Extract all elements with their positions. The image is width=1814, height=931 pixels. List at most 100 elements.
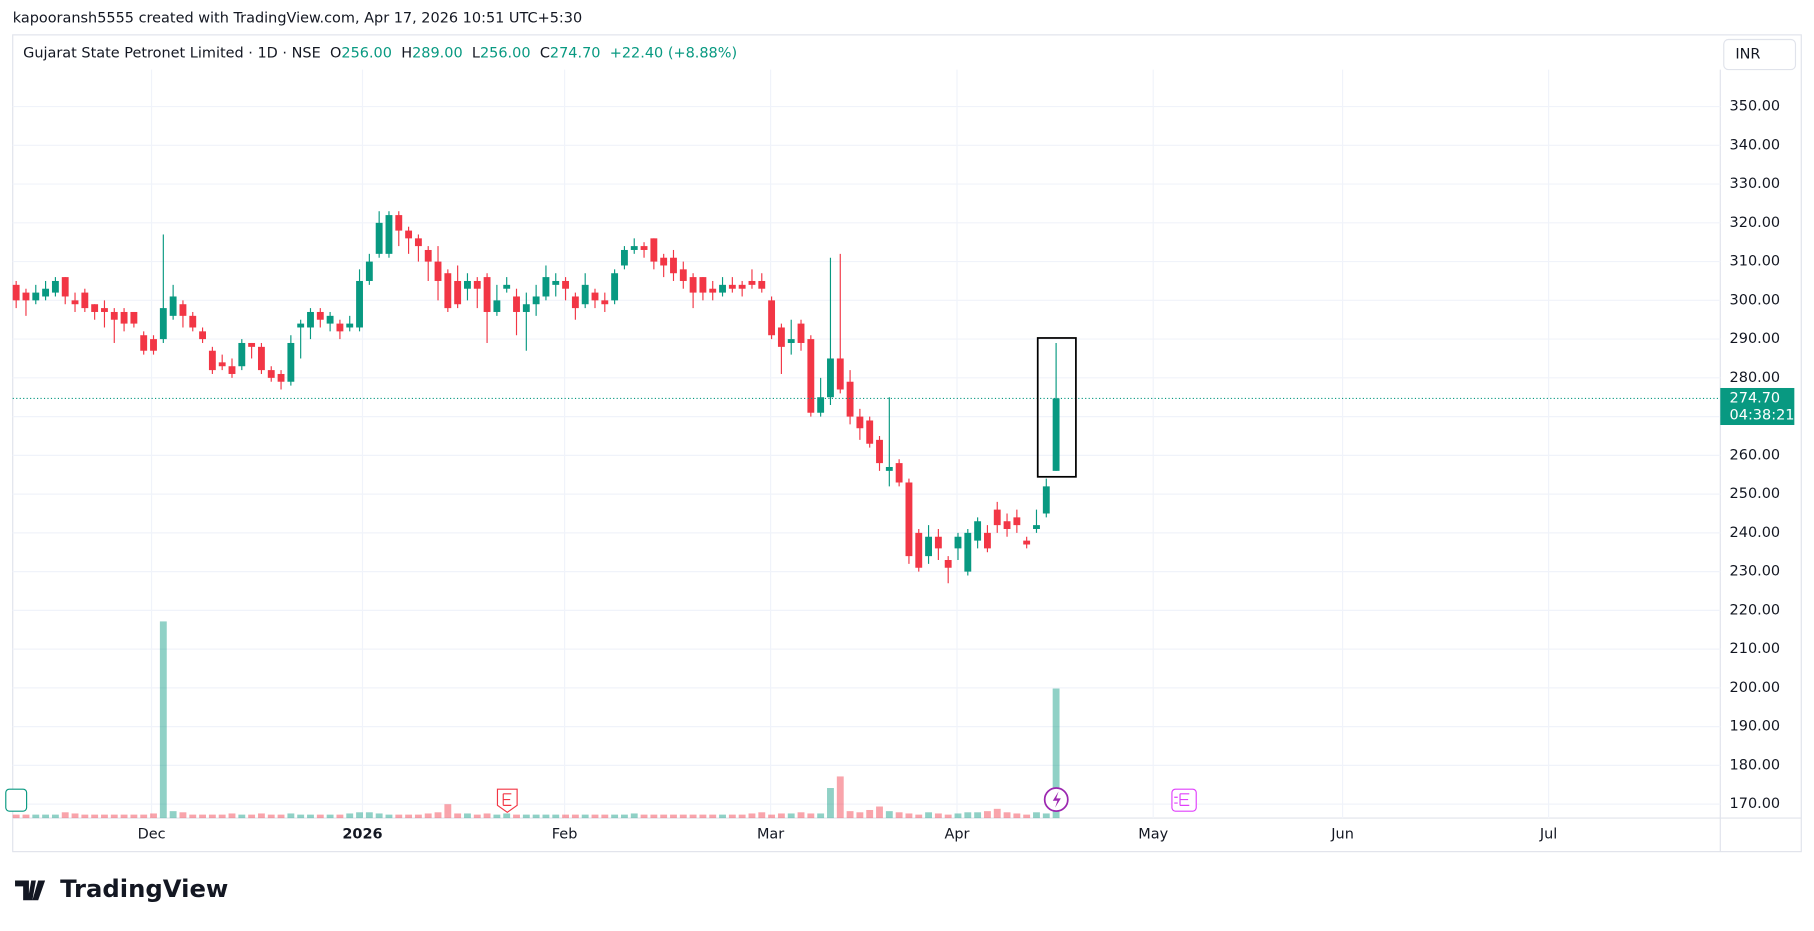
volume-bar — [42, 814, 50, 819]
volume-bar — [611, 814, 619, 819]
y-tick-label: 330.00 — [1730, 176, 1781, 192]
y-tick-label: 320.00 — [1730, 215, 1781, 231]
candle-body — [228, 366, 236, 374]
candle-body — [640, 246, 648, 250]
volume-bar — [218, 814, 226, 819]
candle-body — [944, 559, 952, 568]
y-tick-label: 290.00 — [1730, 331, 1781, 347]
earnings-icon[interactable] — [496, 788, 518, 814]
volume-bar — [434, 812, 442, 819]
volume-bar — [748, 813, 756, 819]
volume-bar — [130, 814, 138, 819]
candle-body — [61, 277, 69, 297]
candle-body — [532, 296, 540, 305]
grid — [12, 69, 1721, 819]
volume-bar — [287, 813, 295, 819]
candle-body — [71, 300, 79, 305]
candle-body — [326, 315, 334, 324]
candle-body — [915, 532, 923, 568]
candle-body — [611, 273, 619, 301]
volume-bar — [895, 812, 903, 819]
x-tick-label: 2026 — [342, 826, 382, 842]
volume-bar — [140, 814, 148, 819]
y-tick-label: 280.00 — [1730, 370, 1781, 386]
candle-body — [758, 280, 766, 289]
volume-bar — [32, 814, 40, 819]
credit: kapooransh5555 created with TradingView.… — [13, 11, 582, 27]
candle-body — [1023, 540, 1031, 545]
volume-bar — [630, 813, 638, 819]
candle-body — [1033, 525, 1040, 529]
volume-bar — [51, 814, 59, 819]
l-label: L — [472, 45, 480, 61]
volume-bar — [12, 814, 20, 819]
candle-body — [414, 238, 422, 247]
candle-body — [81, 292, 89, 309]
candle-body — [12, 284, 20, 301]
volume-bar — [591, 814, 599, 819]
volume-bar — [238, 814, 246, 819]
candle-body — [385, 215, 393, 254]
candle-body — [522, 304, 530, 312]
x-tick-label: Feb — [552, 826, 578, 842]
candle-body — [365, 261, 373, 281]
volume-bar — [110, 814, 118, 819]
volume-bar — [689, 814, 697, 819]
candle-body — [169, 296, 177, 316]
candle-body — [110, 311, 118, 320]
candle-body — [562, 280, 569, 289]
y-tick-label: 340.00 — [1730, 137, 1781, 153]
volume-bar — [1042, 813, 1050, 819]
x-tick-label: Mar — [757, 826, 784, 842]
l-value: 256.00 — [480, 45, 531, 61]
candle-body — [267, 370, 275, 378]
volume-bar — [670, 814, 677, 819]
candle-body — [895, 463, 903, 483]
candle-body — [150, 339, 157, 351]
candle-body — [434, 261, 442, 281]
candle-body — [356, 280, 363, 328]
volume-bar — [454, 813, 462, 819]
currency[interactable]: INR — [1735, 47, 1760, 63]
marks — [12, 211, 1721, 819]
candle-body — [738, 284, 746, 289]
candle-body — [444, 273, 452, 309]
volume-bar — [601, 814, 609, 819]
volume-bar — [473, 814, 481, 819]
volume-bar — [208, 814, 216, 819]
volume-bar — [395, 814, 403, 819]
volume-bar — [365, 812, 373, 819]
volume-bar — [424, 813, 432, 819]
candle-body — [395, 215, 403, 231]
volume-bar — [660, 814, 668, 819]
x-tick-label: Jun — [1330, 826, 1354, 842]
candle-body — [336, 323, 344, 332]
candle-body — [591, 292, 599, 301]
candle-body — [238, 342, 246, 367]
volume-bar — [1013, 813, 1021, 819]
volume-bar — [71, 813, 79, 819]
candle-body — [101, 308, 108, 312]
volume-bar — [562, 814, 569, 819]
volume-bar — [905, 813, 913, 819]
earnings-icon[interactable] — [5, 788, 28, 812]
candle-body — [32, 292, 40, 301]
last-price-label — [1720, 387, 1795, 426]
candle-body — [620, 249, 628, 266]
volume-bar — [876, 806, 883, 819]
candle-body — [787, 339, 795, 343]
y-tick-label: 300.00 — [1730, 292, 1781, 308]
candle-body — [954, 536, 962, 549]
volume-bar — [679, 814, 687, 819]
volume-bar — [866, 809, 874, 819]
candle-body — [836, 358, 844, 390]
volume-bar — [581, 814, 589, 819]
currency-button[interactable] — [1723, 38, 1797, 71]
volume-bar — [199, 814, 206, 819]
h-label: H — [401, 45, 412, 61]
candle-body — [1003, 521, 1011, 529]
volume-bar — [248, 814, 256, 819]
o-value: 256.00 — [341, 45, 392, 61]
x-tick-label: Jul — [1539, 826, 1557, 842]
volume-bar — [807, 813, 815, 819]
